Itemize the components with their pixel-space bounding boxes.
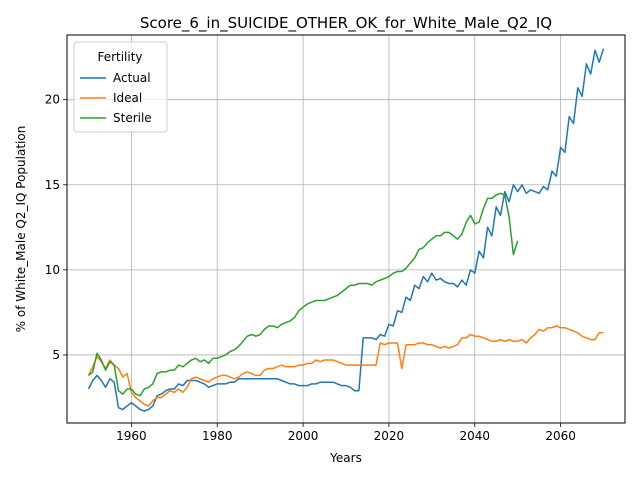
grid-lines [67, 35, 625, 423]
y-tick-label: 20 [45, 93, 60, 107]
legend-label-actual: Actual [113, 71, 151, 85]
y-tick-label: 15 [45, 178, 60, 192]
y-axis-label: % of White_Male Q2_IQ Population [14, 126, 28, 333]
y-tick-label: 5 [52, 348, 60, 362]
legend-label-sterile: Sterile [113, 111, 152, 125]
chart-title: Score_6_in_SUICIDE_OTHER_OK_for_White_Ma… [140, 14, 552, 33]
x-tick-label: 1980 [202, 429, 233, 443]
x-tick-label: 1960 [116, 429, 147, 443]
x-axis-label: Years [329, 451, 362, 465]
legend: Fertility Actual Ideal Sterile [73, 41, 168, 133]
plot-frame [66, 34, 626, 424]
x-tick-label: 2000 [288, 429, 319, 443]
x-tick-label: 2020 [374, 429, 405, 443]
series-lines [87, 48, 605, 412]
series-line-ideal [87, 325, 604, 407]
legend-label-ideal: Ideal [113, 91, 142, 105]
y-axis: 5 10 15 20 [45, 93, 67, 362]
x-tick-label: 2060 [545, 429, 576, 443]
series-line-actual [87, 48, 605, 412]
legend-box [73, 41, 168, 133]
legend-title: Fertility [97, 50, 142, 64]
legend-entries: Actual Ideal Sterile [80, 71, 152, 125]
y-tick-label: 10 [45, 263, 60, 277]
x-tick-label: 2040 [459, 429, 490, 443]
x-axis: 1960 1980 2000 2020 2040 2060 [116, 423, 576, 443]
series-line-sterile [88, 192, 519, 397]
